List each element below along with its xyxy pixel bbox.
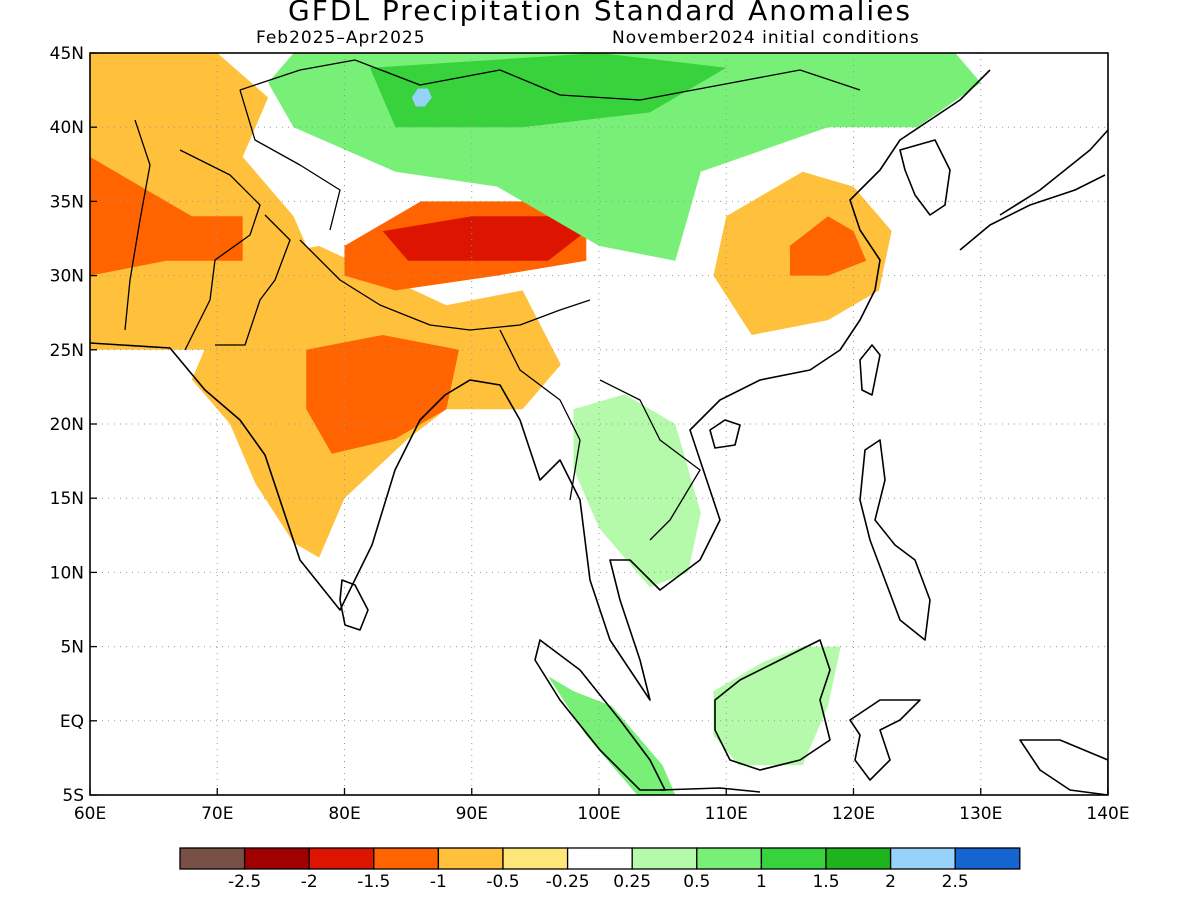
coastline-hainan: [709, 419, 741, 449]
coastline-new-guinea: [1019, 739, 1108, 795]
lon-tick-label: 140E: [1086, 804, 1129, 824]
coastlines: [90, 69, 1108, 795]
coastline-sulawesi: [849, 699, 921, 781]
lon-tick-label: 120E: [832, 804, 875, 824]
lon-tick-label: 70E: [201, 804, 233, 824]
legend-swatch: [696, 847, 763, 870]
legend-label: 1.5: [812, 872, 839, 892]
figure-title: GFDL Precipitation Standard Anomalies: [288, 0, 912, 27]
lon-tick-label: 100E: [577, 804, 620, 824]
lon-tick-label: 60E: [74, 804, 106, 824]
coastline-korea: [899, 139, 951, 216]
lon-tick-label: 80E: [328, 804, 360, 824]
lat-tick-label: 30N: [50, 267, 84, 287]
lat-tick-label: 15N: [50, 489, 84, 509]
legend-label: -1: [430, 872, 447, 892]
anomaly-region-5: [382, 216, 587, 261]
legend-swatch: [825, 847, 892, 870]
border-myanmar: [499, 329, 581, 501]
coastline-java: [659, 787, 761, 793]
lon-tick-label: 90E: [456, 804, 488, 824]
border-indochina: [599, 379, 701, 541]
legend-label: -1.5: [357, 872, 390, 892]
coastline-borneo: [714, 639, 831, 771]
legend-swatch: [308, 847, 375, 870]
legend-label: -2.5: [228, 872, 261, 892]
anomaly-spot-0: [411, 88, 432, 107]
coastline-japan: [959, 129, 1108, 251]
legend-swatch: [889, 847, 956, 870]
lat-tick-label: 25N: [50, 341, 84, 361]
legend-swatch: [179, 847, 246, 870]
border-afghanistan-pakistan: [179, 149, 261, 351]
lat-tick-label: 10N: [50, 563, 84, 583]
legend-label: 0.5: [683, 872, 710, 892]
legend-label: -0.5: [486, 872, 519, 892]
map-ticks: 60E 70E 80E 90E 100E 110E 120E 130E 140E 45N 40N 35…: [50, 44, 1130, 824]
coastline-sumatra: [534, 639, 666, 791]
lat-tick-label: EQ: [60, 712, 84, 732]
legend-swatch: [954, 847, 1021, 870]
forecast-period: Feb2025–Apr2025: [256, 28, 426, 48]
lon-tick-label: 130E: [959, 804, 1002, 824]
border-china-central-asia: [239, 89, 341, 231]
border-himalaya: [299, 239, 591, 331]
map-gridlines: [90, 53, 1108, 795]
lat-tick-label: 20N: [50, 415, 84, 435]
legend-swatch: [631, 847, 698, 870]
lat-tick-label: 35N: [50, 192, 84, 212]
lon-tick-label: 110E: [705, 804, 748, 824]
legend-swatch: [243, 847, 310, 870]
legend-label: -0.25: [546, 872, 590, 892]
legend-swatch: [760, 847, 827, 870]
legend-swatch: [502, 847, 569, 870]
anomaly-region-3: [306, 335, 459, 454]
initial-conditions: November2024 initial conditions: [612, 28, 920, 48]
lat-tick-label: 45N: [50, 44, 84, 64]
anomaly-region-10: [713, 646, 841, 766]
border-china-north: [239, 59, 861, 101]
legend-label: 1: [756, 872, 767, 892]
coastline-taiwan: [859, 344, 881, 396]
coastline-asia-mainland: [90, 69, 991, 701]
coastline-sri-lanka: [339, 579, 369, 631]
legend-label: 0.25: [613, 872, 651, 892]
legend-swatch: [566, 847, 633, 870]
anomaly-region-12: [573, 394, 701, 588]
anomaly-region-1: [90, 156, 243, 276]
anomaly-region-7: [789, 216, 867, 276]
legend-label: 2.5: [942, 872, 969, 892]
border-iran-afghanistan: [124, 119, 151, 331]
color-legend: -2.5 -2 -1.5 -1 -0.5 -0.25 0.25 0.5 1 1.5 2 2.5: [179, 847, 1021, 892]
anomaly-shading: [90, 53, 981, 795]
legend-swatch: [437, 847, 504, 870]
lat-tick-label: 5S: [62, 786, 84, 806]
legend-label: -2: [301, 872, 318, 892]
lat-tick-label: 5N: [60, 638, 84, 658]
coastline-philippines: [859, 439, 931, 641]
legend-swatch: [373, 847, 440, 870]
border-india-pakistan: [215, 214, 291, 346]
anomaly-region-11: [548, 676, 676, 795]
legend-label: 2: [885, 872, 896, 892]
lat-tick-label: 40N: [50, 118, 84, 138]
country-borders: [124, 59, 861, 541]
